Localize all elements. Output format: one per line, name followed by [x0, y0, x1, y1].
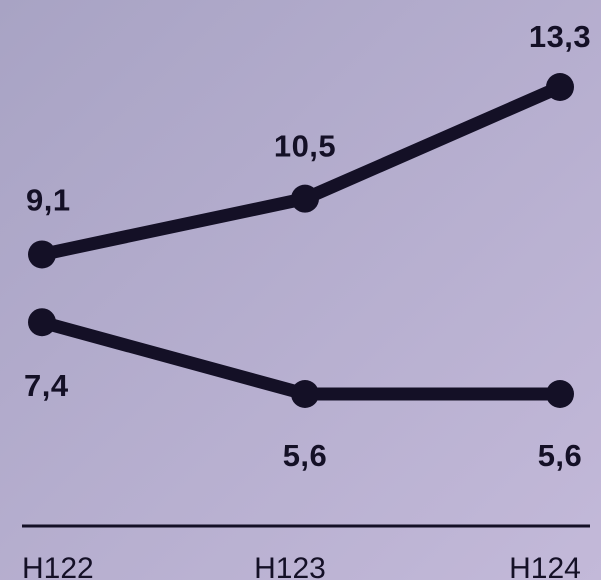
series-0-data-label-H123: 10,5: [274, 129, 336, 164]
x-axis-ticks: H122 H123 H124: [22, 552, 581, 580]
series-0-point-H124: [546, 73, 574, 101]
x-tick-label-H122: H122: [22, 552, 94, 580]
series-1-data-label-H122: 7,4: [24, 368, 69, 403]
series-0-point-H122: [28, 240, 56, 269]
series-1-data-label-H123: 5,6: [283, 438, 328, 473]
series-1-point-H124: [546, 380, 574, 408]
series-0-point-H123: [291, 184, 319, 213]
series-0-data-label-H122: 9,1: [26, 182, 71, 217]
x-tick-label-H124: H124: [509, 552, 581, 580]
series-1-point-H122: [28, 308, 56, 337]
x-tick-label-H123: H123: [254, 552, 326, 580]
series-1-data-label-H124: 5,6: [538, 438, 583, 473]
series-0-data-label-H124: 13,3: [529, 19, 591, 54]
series-1-point-H123: [291, 380, 319, 408]
series-layer: 9,1 10,5 13,3 7,4 5,6 5,6: [24, 19, 591, 473]
